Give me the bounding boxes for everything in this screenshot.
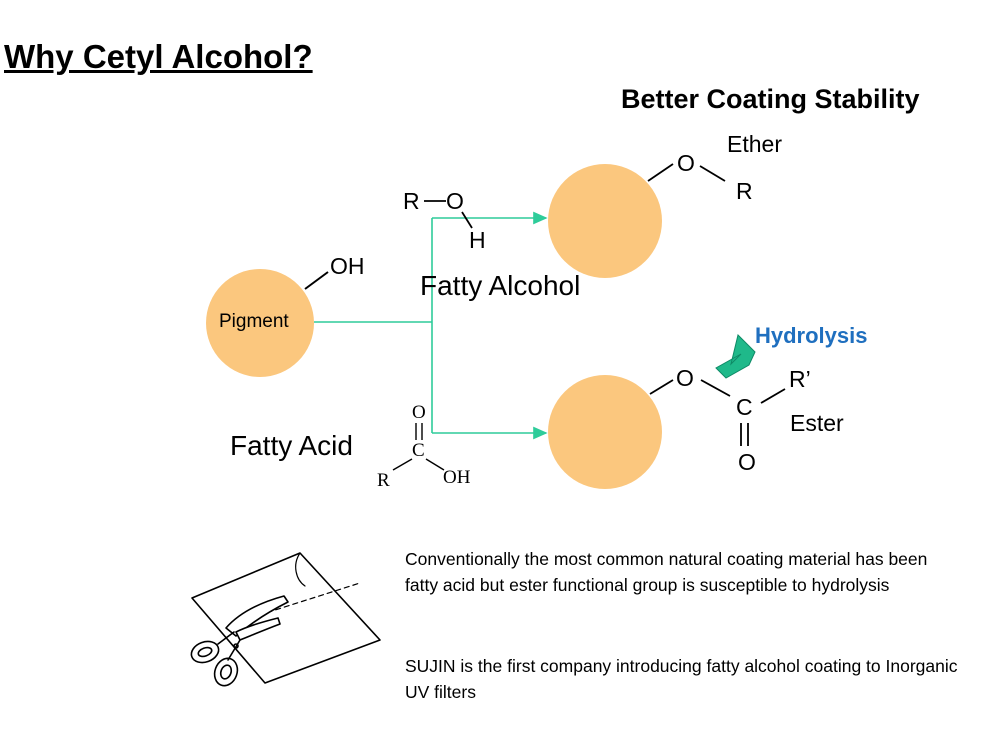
scissors-cutting-paper-icon (190, 552, 381, 687)
page-title: Why Cetyl Alcohol? (4, 38, 313, 75)
ester-o-bottom: O (738, 449, 756, 475)
fatty-acid-r: R (377, 470, 390, 491)
fatty-alcohol-bonds (424, 200, 473, 229)
fatty-acid-label: Fatty Acid (230, 430, 353, 461)
ether-o: O (677, 150, 695, 176)
hydrolysis-arrow-icon (715, 334, 756, 379)
fatty-acid-o-top: O (412, 402, 426, 423)
fatty-acid-oh: OH (443, 467, 471, 488)
ester-label: Ester (790, 410, 844, 436)
fatty-alcohol-r: R (403, 188, 420, 214)
ether-label: Ether (727, 131, 782, 157)
reaction-arrows (314, 211, 548, 440)
pigment-particle (206, 269, 314, 377)
ester-c: C (736, 394, 753, 420)
fatty-alcohol-h: H (469, 227, 486, 253)
hydrolysis-label: Hydrolysis (755, 323, 868, 348)
description-paragraph-1: Conventionally the most common natural c… (405, 549, 928, 595)
fatty-acid-c: C (412, 440, 425, 461)
pigment-label: Pigment (219, 311, 289, 332)
ester-bonds (649, 379, 786, 446)
ether-r: R (736, 178, 753, 204)
ester-coated-particle (548, 375, 662, 489)
description-paragraph-2: SUJIN is the first company introducing f… (405, 656, 958, 702)
ester-o: O (676, 365, 694, 391)
ester-r-prime: R’ (789, 366, 811, 392)
fatty-alcohol-o: O (446, 188, 464, 214)
ether-coated-particle (548, 164, 662, 278)
pigment-oh-bond (304, 271, 329, 290)
pigment-oh-group: OH (330, 253, 365, 279)
fatty-alcohol-label: Fatty Alcohol (420, 270, 581, 301)
section-heading: Better Coating Stability (621, 84, 920, 114)
ether-bonds (647, 163, 726, 182)
fatty-acid-bonds (392, 423, 445, 471)
